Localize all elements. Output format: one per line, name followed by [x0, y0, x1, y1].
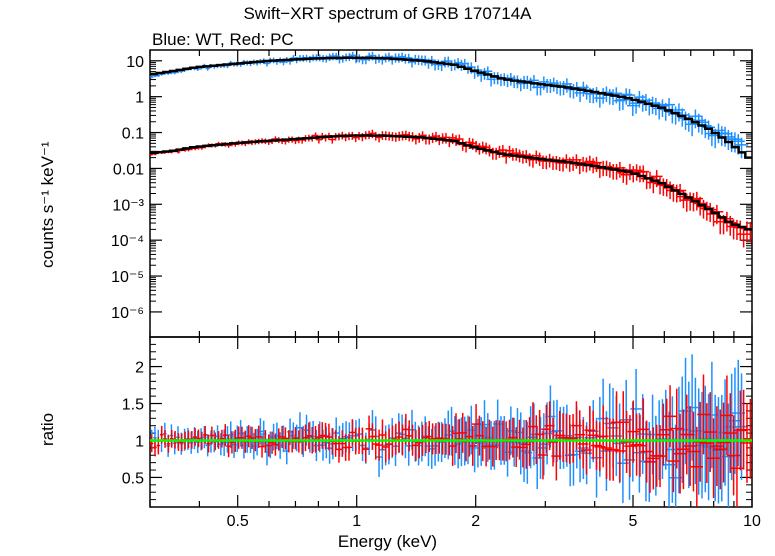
chart-subtitle: Blue: WT, Red: PC — [152, 30, 294, 49]
y-tick-label: 0.5 — [122, 470, 144, 487]
y-tick-label: 1.5 — [122, 397, 144, 414]
y-tick-label: 0.01 — [113, 161, 144, 178]
y-tick-label: 10⁻⁴ — [111, 233, 144, 250]
x-axis-label: Energy (keV) — [337, 532, 438, 551]
top-panel-frame — [149, 49, 753, 338]
x-tick-label: 0.5 — [227, 513, 249, 530]
y-tick-label: 1 — [135, 90, 144, 107]
x-tick-label: 10 — [743, 513, 761, 530]
bottom-panel-frame — [149, 336, 753, 508]
y-tick-label: 10 — [126, 54, 144, 71]
y-tick-label: 2 — [135, 360, 144, 377]
top-panel-plot-area — [150, 51, 752, 248]
bottom-panel-plot-area — [150, 354, 752, 507]
y-tick-label: 10⁻⁵ — [111, 269, 144, 286]
chart-title: Swift−XRT spectrum of GRB 170714A — [243, 4, 532, 23]
x-tick-label: 5 — [629, 513, 638, 530]
x-tick-label: 2 — [471, 513, 480, 530]
y-tick-label: 10⁻⁶ — [111, 305, 144, 322]
y-tick-label: 0.1 — [122, 126, 144, 143]
pc-model-line — [150, 134, 752, 231]
x-tick-label: 1 — [352, 513, 361, 530]
wt-model-line — [150, 56, 752, 159]
y-tick-label: 10⁻³ — [112, 197, 144, 214]
pc-data-series — [150, 129, 752, 248]
y-tick-label: 1 — [135, 433, 144, 450]
